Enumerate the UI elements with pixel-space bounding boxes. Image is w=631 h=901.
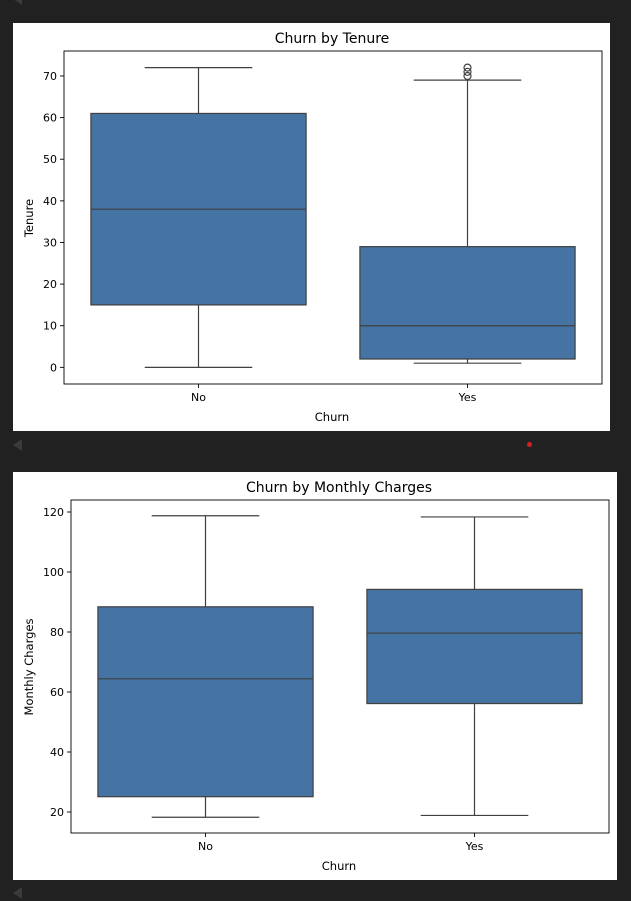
y-axis-label: Tenure — [22, 199, 36, 238]
x-axis-label: Churn — [322, 859, 356, 873]
y-tick-label: 20 — [43, 278, 57, 291]
y-tick-label: 50 — [43, 153, 57, 166]
box-iqr — [359, 246, 576, 360]
outlier-point — [463, 71, 472, 81]
y-tick-label: 0 — [50, 361, 57, 374]
chart-title: Churn by Monthly Charges — [246, 480, 432, 496]
plot-frame — [63, 50, 603, 385]
y-axis-label: Monthly Charges — [22, 619, 36, 716]
x-tick-label: No — [191, 391, 206, 404]
y-tick-label: 40 — [50, 746, 64, 759]
monthly-charges-boxplot-figure: Churn by Monthly Charges Churn Monthly C… — [13, 472, 617, 880]
y-tick-label: 20 — [50, 806, 64, 819]
cell-output-marker-1[interactable] — [13, 0, 22, 5]
y-tick-label: 60 — [43, 112, 57, 125]
y-tick-label: 10 — [43, 320, 57, 333]
box-iqr — [97, 606, 314, 798]
outlier-point — [463, 67, 472, 76]
box-iqr — [366, 588, 583, 705]
cell-output-marker-2[interactable] — [13, 439, 22, 451]
y-tick-label: 80 — [50, 626, 64, 639]
y-tick-label: 70 — [43, 70, 57, 83]
x-tick-label: Yes — [465, 840, 484, 853]
y-tick-label: 120 — [43, 506, 64, 519]
status-dot — [527, 442, 532, 447]
outlier-point — [463, 63, 472, 72]
x-axis-label: Churn — [315, 410, 349, 424]
y-tick-label: 40 — [43, 195, 57, 208]
plot-frame — [70, 499, 610, 834]
tenure-boxplot-figure: Churn by Tenure Churn Tenure 0 10 20 30 40 50… — [13, 23, 610, 431]
y-tick-label: 100 — [43, 566, 64, 579]
y-tick-label: 60 — [50, 686, 64, 699]
y-tick-label: 30 — [43, 236, 57, 249]
cell-output-marker-3[interactable] — [13, 887, 22, 899]
tenure-boxplot-svg: Churn by Tenure Churn Tenure 0 10 20 30 40 50… — [22, 31, 603, 424]
monthly-charges-boxplot-svg: Churn by Monthly Charges Churn Monthly C… — [22, 480, 610, 873]
x-tick-label: No — [198, 840, 213, 853]
x-tick-label: Yes — [458, 391, 477, 404]
chart-title: Churn by Tenure — [275, 31, 390, 47]
